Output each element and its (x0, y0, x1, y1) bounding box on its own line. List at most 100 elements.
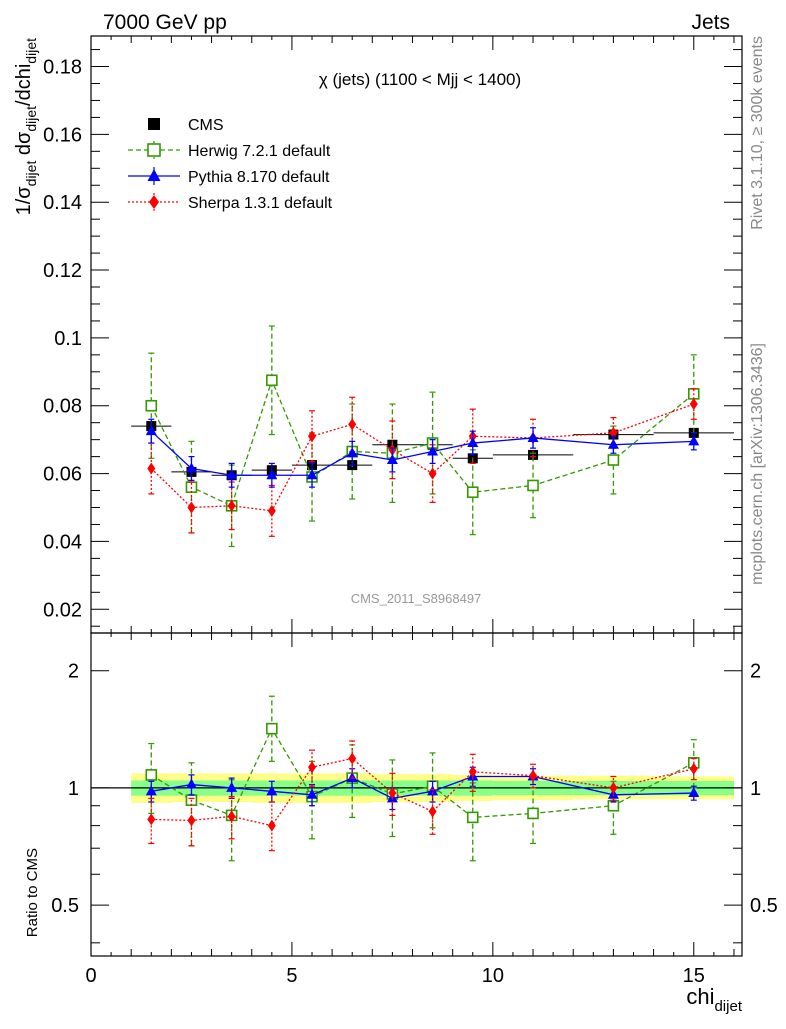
header-left: 7000 GeV pp (103, 11, 227, 34)
marker-square (148, 118, 160, 130)
ratio-series-line (151, 775, 694, 800)
marker-triangle (467, 437, 479, 448)
marker-triangle (306, 469, 318, 480)
ratio-frame (90, 632, 743, 957)
legend-label: Pythia 8.170 default (188, 169, 330, 186)
marker-open-square (266, 374, 278, 387)
marker-diamond (388, 787, 397, 800)
y-tick-label: 0.04 (43, 531, 82, 553)
marker-open-square (147, 143, 161, 157)
marker-triangle (266, 785, 278, 796)
x-tick-label: 10 (482, 965, 504, 987)
legend-label: Herwig 7.2.1 default (188, 143, 331, 160)
y-tick-label: 0.06 (43, 464, 82, 486)
marker-diamond (267, 819, 276, 832)
marker-open-square (466, 811, 479, 824)
main-title: χ (jets) (1100 < Mjj < 1400) (319, 70, 521, 89)
marker-diamond (609, 781, 618, 794)
marker-diamond (149, 195, 159, 209)
marker-triangle (607, 438, 619, 449)
ratio-series-pythia (145, 766, 700, 811)
legend-label: Sherpa 1.3.1 default (188, 195, 333, 212)
marker-diamond (267, 504, 276, 517)
ratio-y-tick-label-right: 0.5 (750, 895, 778, 917)
marker-open-square (466, 486, 479, 499)
watermark: CMS_2011_S8968497 (351, 591, 482, 606)
marker-diamond (227, 810, 236, 823)
y-tick-label: 0.08 (43, 396, 82, 418)
x-tick-label: 0 (85, 965, 96, 987)
main-axes: 0.02 0.04 0.06 0.08 0.1 0.12 0.14 0.16 0.18 (43, 35, 743, 634)
ratio-series-layer (145, 695, 700, 862)
ratio-axes: 0 5 10 15 0.5 0.5 1 1 2 2 (51, 632, 778, 987)
marker-triangle (527, 431, 539, 442)
marker-triangle (688, 787, 700, 798)
marker-open-square (527, 807, 539, 820)
y-tick-label: 0.02 (43, 599, 82, 621)
marker-open-square (145, 769, 158, 781)
marker-diamond (187, 814, 196, 827)
marker-triangle (226, 781, 238, 792)
marker-triangle (306, 788, 318, 799)
x-tick-label: 5 (286, 965, 297, 987)
marker-triangle (185, 462, 197, 473)
main-series-layer (131, 325, 734, 548)
marker-triangle (147, 169, 161, 181)
marker-triangle (226, 469, 238, 480)
marker-open-square (266, 722, 278, 735)
y-tick-label: 0.1 (54, 328, 82, 350)
header-right: Jets (691, 11, 730, 34)
main-title-group: χ (jets) (1100 < Mjj < 1400) CMS_2011_S8… (319, 70, 521, 606)
legend-entry: Herwig 7.2.1 default (128, 141, 331, 160)
y-tick-label: 0.18 (43, 57, 82, 79)
marker-triangle (145, 425, 157, 436)
marker-triangle (427, 445, 439, 456)
series-line (150, 430, 694, 476)
marker-diamond (428, 467, 437, 480)
marker-diamond (468, 765, 477, 778)
source-label: mcplots.cern.ch [arXiv:1306.3436] (749, 343, 766, 585)
y-tick-label: 0.16 (43, 124, 82, 146)
marker-diamond (227, 499, 236, 512)
ratio-series-sherpa (147, 740, 698, 852)
legend-label: CMS (188, 117, 224, 134)
ratio-y-tick-label: 2 (68, 661, 79, 683)
marker-diamond (428, 805, 437, 818)
ratio-y-axis-label: Ratio to CMS (24, 848, 41, 937)
marker-triangle (346, 447, 358, 458)
y-tick-label: 0.12 (43, 260, 82, 282)
series-line (150, 403, 694, 512)
marker-diamond (308, 761, 317, 774)
marker-triangle (145, 785, 157, 796)
marker-open-square (145, 399, 158, 412)
main-y-axis-label: 1/σdijet dσdijet/dchidijet (13, 38, 39, 215)
marker-diamond (348, 752, 357, 765)
series-pythia (145, 418, 700, 488)
ratio-y-tick-label: 0.5 (51, 895, 79, 917)
ratio-series-line (150, 727, 695, 819)
marker-triangle (688, 435, 700, 446)
marker-triangle (427, 785, 439, 796)
rivet-label: Rivet 3.1.10, ≥ 300k events (749, 36, 766, 230)
legend-entry: Pythia 8.170 default (128, 167, 330, 186)
ratio-y-tick-label-right: 1 (750, 778, 761, 800)
y-tick-label: 0.14 (43, 192, 82, 214)
marker-triangle (266, 469, 278, 480)
x-tick-label: 15 (683, 965, 705, 987)
x-axis-label: chidijet (686, 984, 742, 1015)
marker-diamond (308, 430, 317, 443)
legend: CMS Herwig 7.2.1 default Pythia 8.170 defa… (128, 117, 333, 212)
marker-triangle (185, 778, 197, 789)
marker-diamond (187, 501, 196, 514)
marker-diamond (689, 762, 698, 775)
marker-triangle (386, 454, 398, 465)
marker-diamond (689, 398, 698, 411)
legend-entry: Sherpa 1.3.1 default (128, 193, 333, 212)
ratio-y-tick-label-right: 2 (750, 661, 761, 683)
ratio-series-line (151, 757, 694, 827)
marker-diamond (348, 418, 357, 431)
marker-diamond (147, 813, 156, 826)
marker-open-square (527, 479, 539, 492)
